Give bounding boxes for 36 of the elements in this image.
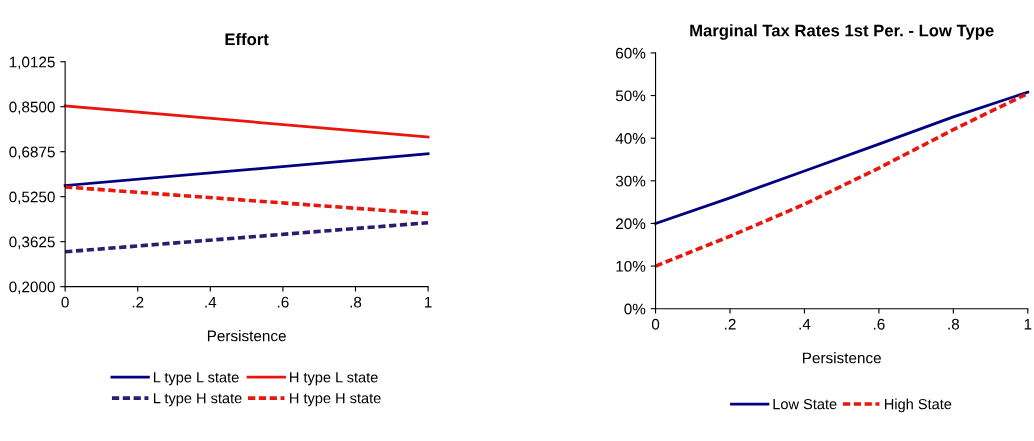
x-tick-label: .4 [799, 318, 811, 330]
y-tick-label: 40% [615, 133, 646, 144]
legend-label: H type L state [290, 372, 378, 386]
y-tick-label: 0,8500 [9, 101, 55, 115]
legend-label: Low State [773, 398, 837, 410]
line-series [654, 90, 1030, 225]
x-tick-label: 0 [61, 296, 69, 308]
x-tick-label: 1 [424, 296, 432, 308]
x-tick-label: .2 [725, 318, 736, 330]
y-tick-label: 60% [616, 47, 646, 59]
legend-label: H type H state [290, 393, 381, 407]
chart-title: Marginal Tax Rates 1st Per. - Low Type [690, 24, 994, 40]
y-tick-label: 50% [615, 90, 646, 102]
y-tick-label: 1,0125 [9, 56, 55, 70]
legend-label: L type L state [153, 372, 239, 386]
y-tick-label: 0,5250 [9, 191, 55, 205]
y-tick-label: 30% [615, 175, 646, 187]
legend-label: High State [885, 398, 952, 413]
legend-label: L type H state [153, 393, 242, 407]
x-tick-label: .4 [205, 296, 217, 308]
y-tick-label: 0,3625 [9, 236, 55, 250]
x-tick-label: .8 [350, 296, 362, 308]
x-tick-label: .6 [873, 318, 885, 330]
chart-title: Effort [225, 33, 269, 46]
y-tick-label: 10% [616, 260, 646, 272]
x-tick-label: 1 [1024, 318, 1032, 330]
x-tick-label: .2 [132, 296, 144, 308]
x-axis-title: Persistence [207, 330, 286, 342]
x-tick-label: 0 [651, 318, 660, 330]
y-tick-label: 0,2000 [9, 281, 55, 295]
x-tick-label: .6 [277, 296, 289, 308]
x-tick-label: .8 [948, 318, 960, 330]
y-tick-label: 0,6875 [9, 146, 55, 160]
y-tick-label: 0% [624, 303, 646, 315]
y-tick-label: 20% [616, 218, 646, 230]
x-axis-title: Persistence [803, 352, 881, 364]
